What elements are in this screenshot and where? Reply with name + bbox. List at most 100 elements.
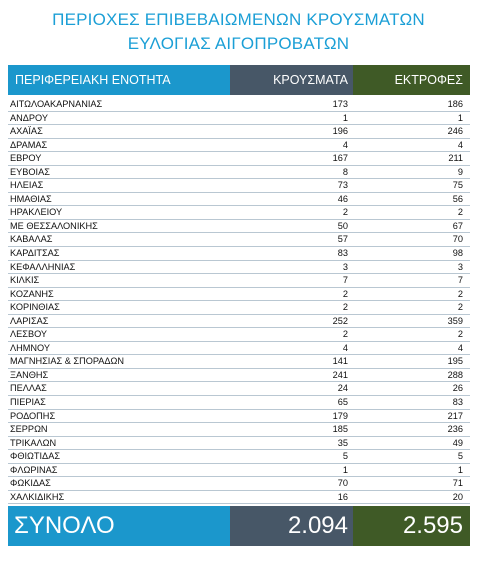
farms-cell: 71 <box>452 478 463 489</box>
cases-cell: 2 <box>342 207 348 218</box>
header-region: ΠΕΡΙΦΕΡΕΙΑΚΗ ΕΝΟΤΗΤΑ <box>8 65 230 95</box>
cases-cell: 1 <box>342 464 348 475</box>
cases-cell: 4 <box>342 139 348 150</box>
farms-cell: 195 <box>447 356 463 367</box>
farms-cell: 2 <box>457 288 463 299</box>
farms-cell: 4 <box>457 139 463 150</box>
region-cell: ΦΛΩΡΙΝΑΣ <box>10 464 58 475</box>
farms-cell: 211 <box>448 153 463 164</box>
farms-cell: 186 <box>447 99 463 109</box>
table-row: ΚΟΖΑΝΗΣ 2 2 <box>8 288 470 302</box>
region-cell: ΠΕΛΛΑΣ <box>10 383 47 394</box>
cases-cell: 46 <box>337 193 348 204</box>
farms-cell: 20 <box>452 491 463 502</box>
header-farms: ΕΚΤΡΟΦΕΣ <box>353 65 470 95</box>
region-cell: ΡΟΔΟΠΗΣ <box>10 410 56 421</box>
region-cell: ΦΩΚΙΔΑΣ <box>10 478 51 489</box>
cases-cell: 252 <box>332 315 348 326</box>
region-cell: ΗΜΑΘΙΑΣ <box>10 193 52 204</box>
table-row: ΛΑΡΙΣΑΣ 252 359 <box>8 315 470 329</box>
cases-cell: 241 <box>332 369 348 380</box>
farms-cell: 7 <box>457 275 463 286</box>
farms-cell: 5 <box>457 451 463 462</box>
farms-cell: 2 <box>457 302 463 313</box>
table-row: ΦΘΙΩΤΙΔΑΣ 5 5 <box>8 450 470 464</box>
table-row: ΚΑΡΔΙΤΣΑΣ 83 98 <box>8 247 470 261</box>
region-cell: ΚΙΛΚΙΣ <box>10 275 40 286</box>
cases-cell: 2 <box>342 302 348 313</box>
region-cell: ΑΙΤΩΛΟΑΚΑΡΝΑΝΙΑΣ <box>10 99 103 109</box>
farms-cell: 98 <box>452 248 463 259</box>
table-body: ΑΙΤΩΛΟΑΚΑΡΝΑΝΙΑΣ 173 186 ΑΝΔΡΟΥ 1 1 ΑΧΑΪΑΣ 196 2… <box>8 98 470 505</box>
table-row: ΚΙΛΚΙΣ 7 7 <box>8 274 470 288</box>
farms-cell: 49 <box>452 437 463 448</box>
region-cell: ΦΘΙΩΤΙΔΑΣ <box>10 451 61 462</box>
cases-cell: 2 <box>342 288 348 299</box>
region-cell: ΚΑΒΑΛΑΣ <box>10 234 53 245</box>
table-row: ΛΗΜΝΟΥ 4 4 <box>8 342 470 356</box>
table-row: ΡΟΔΟΠΗΣ 179 217 <box>8 410 470 424</box>
table-row: ΞΑΝΘΗΣ 241 288 <box>8 369 470 383</box>
cases-cell: 5 <box>342 451 348 462</box>
farms-cell: 26 <box>452 383 463 394</box>
region-cell: ΛΑΡΙΣΑΣ <box>10 315 49 326</box>
cases-cell: 167 <box>332 153 348 164</box>
table-row: ΔΡΑΜΑΣ 4 4 <box>8 139 470 153</box>
region-cell: ΑΝΔΡΟΥ <box>10 112 49 123</box>
farms-cell: 217 <box>447 410 463 421</box>
cases-cell: 65 <box>337 397 348 408</box>
region-cell: ΤΡΙΚΑΛΩΝ <box>10 437 57 448</box>
table-header: ΠΕΡΙΦΕΡΕΙΑΚΗ ΕΝΟΤΗΤΑ ΚΡΟΥΣΜΑΤΑ ΕΚΤΡΟΦΕΣ <box>8 65 470 95</box>
region-cell: ΚΟΡΙΝΘΙΑΣ <box>10 302 60 313</box>
region-cell: ΣΕΡΡΩΝ <box>10 424 48 435</box>
total-farms: 2.595 <box>353 506 470 547</box>
total-row: ΣΥΝΟΛΟ 2.094 2.595 <box>8 506 470 547</box>
table-row: ΠΙΕΡΙΑΣ 65 83 <box>8 396 470 410</box>
region-cell: ΛΗΜΝΟΥ <box>10 342 51 353</box>
farms-cell: 83 <box>452 397 463 408</box>
cases-cell: 185 <box>332 424 348 435</box>
total-cases: 2.094 <box>230 506 353 547</box>
cases-cell: 83 <box>337 248 348 259</box>
table-row: ΦΛΩΡΙΝΑΣ 1 1 <box>8 464 470 478</box>
farms-cell: 236 <box>447 424 463 435</box>
cases-cell: 16 <box>337 491 348 502</box>
farms-cell: 246 <box>447 126 463 137</box>
table-row: ΑΙΤΩΛΟΑΚΑΡΝΑΝΙΑΣ 173 186 <box>8 98 470 112</box>
farms-cell: 2 <box>457 207 463 218</box>
table-row: ΧΑΛΚΙΔΙΚΗΣ 16 20 <box>8 491 470 505</box>
page-title-line-2: ΕΥΛΟΓΙΑΣ ΑΙΓΟΠΡΟΒΑΤΩΝ <box>127 34 350 53</box>
region-cell: ΕΒΡΟΥ <box>10 153 42 164</box>
farms-cell: 67 <box>452 220 463 231</box>
cases-cell: 4 <box>342 342 348 353</box>
table-row: ΕΥΒΟΙΑΣ 8 9 <box>8 166 470 180</box>
table-row: ΗΜΑΘΙΑΣ 46 56 <box>8 193 470 207</box>
table-row: ΗΛΕΙΑΣ 73 75 <box>8 179 470 193</box>
total-label: ΣΥΝΟΛΟ <box>8 506 230 547</box>
region-cell: ΞΑΝΘΗΣ <box>10 369 49 380</box>
region-cell: ΛΕΣΒΟΥ <box>10 329 48 340</box>
table-row: ΜΕ ΘΕΣΣΑΛΟΝΙΚΗΣ 50 67 <box>8 220 470 234</box>
region-cell: ΕΥΒΟΙΑΣ <box>10 166 50 177</box>
table-row: ΚΑΒΑΛΑΣ 57 70 <box>8 233 470 248</box>
cases-cell: 7 <box>342 275 348 286</box>
region-cell: ΚΑΡΔΙΤΣΑΣ <box>10 248 60 259</box>
region-cell: ΧΑΛΚΙΔΙΚΗΣ <box>10 491 65 502</box>
region-cell: ΗΛΕΙΑΣ <box>10 180 44 191</box>
table-row: ΠΕΛΛΑΣ 24 26 <box>8 382 470 397</box>
cases-cell: 2 <box>342 329 348 340</box>
table-row: ΗΡΑΚΛΕΙΟΥ 2 2 <box>8 206 470 220</box>
region-cell: ΜΕ ΘΕΣΣΑΛΟΝΙΚΗΣ <box>10 220 98 231</box>
cases-cell: 50 <box>337 220 348 231</box>
farms-cell: 9 <box>457 166 463 177</box>
cases-cell: 1 <box>342 112 348 123</box>
region-cell: ΚΕΦΑΛΛΗΝΙΑΣ <box>10 261 76 272</box>
table-row: ΤΡΙΚΑΛΩΝ 35 49 <box>8 437 470 451</box>
farms-cell: 1 <box>457 112 463 123</box>
farms-cell: 4 <box>457 342 463 353</box>
table-row: ΑΝΔΡΟΥ 1 1 <box>8 112 470 126</box>
cases-cell: 179 <box>332 410 348 421</box>
cases-cell: 3 <box>342 261 348 272</box>
cases-cell: 57 <box>337 234 348 245</box>
page-title-line-1: ΠΕΡΙΟΧΕΣ ΕΠΙΒΕΒΑΙΩΜΕΝΩΝ ΚΡΟΥΣΜΑΤΩΝ <box>52 10 425 29</box>
